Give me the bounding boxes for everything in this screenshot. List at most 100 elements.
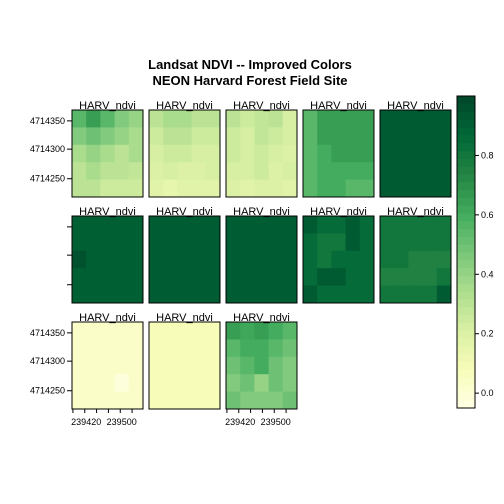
panel-strip-label: HARV_ndvi	[233, 100, 290, 112]
raster-cell	[408, 285, 423, 304]
raster-cell	[205, 127, 221, 146]
raster-cell	[149, 250, 164, 269]
raster-cell	[86, 391, 101, 410]
raster-cell	[100, 391, 115, 410]
raster-cell	[177, 268, 192, 286]
raster-cell	[163, 285, 178, 304]
panel-strip-label: HARV_ndvi	[79, 312, 136, 324]
raster-cell	[72, 374, 87, 392]
raster-cell	[114, 374, 130, 392]
raster-cell	[268, 285, 284, 304]
raster-cell	[177, 391, 192, 410]
raster-cell	[149, 162, 164, 180]
raster-cell	[408, 268, 423, 286]
panel-border	[71, 321, 144, 410]
raster-cell	[149, 179, 164, 198]
raster-cell	[254, 322, 269, 340]
raster-cell	[408, 162, 423, 180]
raster-cell	[240, 322, 255, 340]
raster-cell	[380, 162, 395, 180]
raster-cell	[359, 162, 375, 180]
raster-cell	[163, 374, 178, 392]
color-key: 0.0 0.2 0.4 0.6 0.8	[456, 95, 494, 409]
color-key-band	[457, 283, 475, 292]
raster-cell	[100, 233, 115, 252]
raster-cell	[436, 162, 452, 180]
raster-cell	[226, 127, 241, 146]
raster-cell	[86, 339, 101, 358]
color-key-band	[457, 337, 475, 347]
raster-cell	[114, 233, 130, 252]
raster-cell	[86, 162, 101, 180]
raster-cell	[317, 285, 332, 304]
raster-cell	[163, 391, 178, 410]
raster-cell	[240, 216, 255, 234]
color-key-band	[457, 119, 475, 128]
panel-strip-label: HARV_ndvi	[156, 312, 213, 324]
chart-title: Landsat NDVI -- Improved Colors	[148, 57, 352, 72]
color-key-band	[457, 376, 475, 386]
raster-cell	[317, 110, 332, 128]
raster-cell	[177, 179, 192, 198]
panel-border	[302, 109, 375, 198]
panel-strip-label: HARV_ndvi	[79, 206, 136, 218]
raster-cell	[345, 285, 361, 304]
raster-cell	[317, 216, 332, 234]
raster-cell	[317, 268, 332, 286]
raster-cell	[282, 110, 298, 128]
raster-cell	[436, 179, 452, 198]
raster-cell	[128, 356, 144, 375]
panel: HARV_ndvi	[379, 206, 452, 304]
raster-cell	[191, 179, 207, 198]
raster-cell	[408, 179, 423, 198]
raster-cell	[345, 268, 361, 286]
x-tick-label: 239420	[225, 417, 255, 427]
color-key-band	[457, 322, 475, 331]
raster-cell	[268, 250, 284, 269]
raster-cell	[205, 250, 221, 269]
raster-cell	[191, 391, 207, 410]
raster-cell	[282, 285, 298, 304]
raster-cell	[254, 285, 269, 304]
raster-cell	[303, 144, 318, 163]
raster-cell	[177, 233, 192, 252]
raster-cell	[317, 233, 332, 252]
color-key-label: 0.8	[481, 150, 494, 160]
raster-cell	[149, 233, 164, 252]
raster-cell	[380, 110, 395, 128]
raster-cell	[205, 391, 221, 410]
raster-cell	[205, 162, 221, 180]
raster-cell	[226, 268, 241, 286]
raster-cell	[149, 144, 164, 163]
raster-cell	[303, 110, 318, 128]
raster-cell	[114, 268, 130, 286]
panel-strip-label: HARV_ndvi	[233, 206, 290, 218]
raster-cell	[380, 233, 395, 252]
raster-cell	[282, 179, 298, 198]
raster-cell	[345, 110, 361, 128]
color-key-band	[457, 244, 475, 253]
color-key-band	[457, 135, 475, 144]
raster-cell	[86, 268, 101, 286]
raster-cell	[394, 250, 409, 269]
raster-cell	[345, 216, 361, 234]
raster-cell	[177, 144, 192, 163]
raster-cell	[345, 179, 361, 198]
raster-cell	[317, 144, 332, 163]
raster-cell	[422, 250, 438, 269]
raster-cell	[205, 322, 221, 340]
raster-cell	[331, 233, 346, 252]
color-key-band	[457, 298, 475, 308]
raster-cell	[72, 391, 87, 410]
raster-cell	[163, 339, 178, 358]
raster-cell	[100, 250, 115, 269]
raster-cell	[436, 110, 452, 128]
raster-cell	[114, 127, 130, 146]
raster-cell	[86, 374, 101, 392]
raster-cell	[422, 233, 438, 252]
y-tick-label: 4714300	[30, 144, 65, 154]
panel-border	[148, 321, 221, 410]
raster-cell	[422, 285, 438, 304]
raster-cell	[282, 374, 298, 392]
